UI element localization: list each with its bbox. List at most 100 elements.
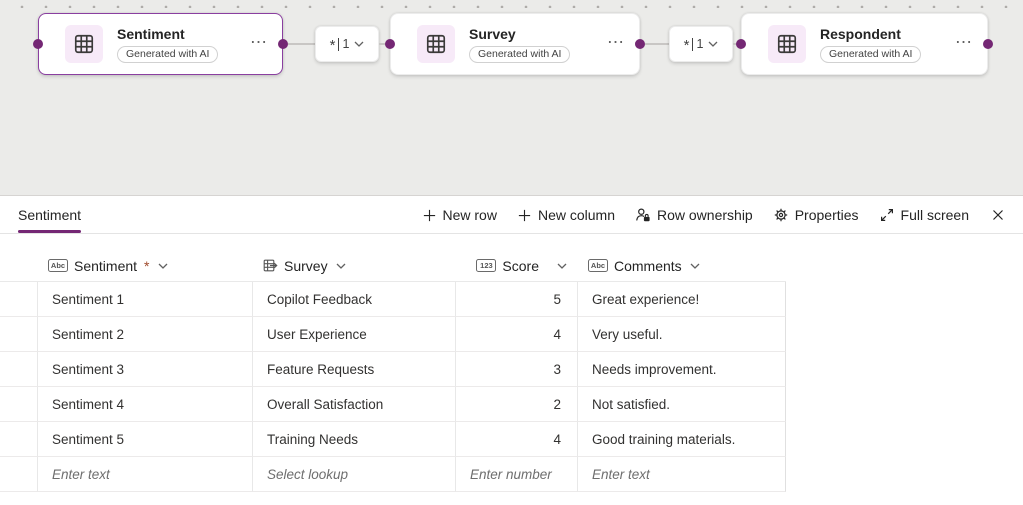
- number-column-icon: 123: [476, 259, 497, 272]
- cell-survey[interactable]: Overall Satisfaction: [252, 387, 455, 422]
- new-column-label: New column: [537, 207, 615, 223]
- connection-handle[interactable]: [736, 39, 746, 49]
- chevron-down-icon: [708, 41, 718, 47]
- cell-comments[interactable]: Not satisfied.: [577, 387, 786, 422]
- column-header-comments[interactable]: Abc Comments: [577, 250, 786, 282]
- entity-title: Survey: [469, 25, 516, 42]
- generated-with-ai-badge: Generated with AI: [820, 45, 922, 63]
- cell-survey[interactable]: User Experience: [252, 317, 455, 352]
- plus-icon: [423, 209, 435, 221]
- row-gutter[interactable]: [0, 387, 37, 422]
- cell-comments[interactable]: Great experience!: [577, 282, 786, 317]
- row-gutter[interactable]: [0, 282, 37, 317]
- cell-sentiment[interactable]: Sentiment 2: [37, 317, 252, 352]
- full-screen-icon: [880, 209, 893, 221]
- generated-with-ai-badge: Generated with AI: [469, 45, 571, 63]
- relationship-line: [379, 43, 390, 45]
- chevron-down-icon[interactable]: [557, 263, 567, 269]
- chevron-down-icon[interactable]: [336, 263, 346, 269]
- new-entry-number-input[interactable]: Enter number: [455, 457, 577, 492]
- person-lock-icon: [636, 208, 650, 222]
- relationship-line: [288, 43, 318, 45]
- cell-sentiment[interactable]: Sentiment 3: [37, 352, 252, 387]
- more-options-icon[interactable]: ⋯: [955, 32, 973, 52]
- column-label: Score: [502, 257, 539, 274]
- chevron-down-icon[interactable]: [690, 263, 700, 269]
- relationship-chip-sentiment-survey[interactable]: * 1: [315, 26, 379, 62]
- cell-score[interactable]: 4: [455, 317, 577, 352]
- table-icon: [65, 25, 103, 63]
- relationship-pipe: [692, 37, 694, 51]
- row-gutter[interactable]: [0, 457, 37, 492]
- cell-score[interactable]: 3: [455, 352, 577, 387]
- new-entry-text-input[interactable]: Enter text: [577, 457, 786, 492]
- new-entry-text-input[interactable]: Enter text: [37, 457, 252, 492]
- more-options-icon[interactable]: ⋯: [607, 32, 625, 52]
- cell-sentiment[interactable]: Sentiment 1: [37, 282, 252, 317]
- many-symbol: *: [329, 37, 336, 54]
- cell-survey[interactable]: Copilot Feedback: [252, 282, 455, 317]
- new-column-button[interactable]: New column: [507, 201, 625, 229]
- tab-sentiment[interactable]: Sentiment: [18, 197, 82, 233]
- connection-handle[interactable]: [385, 39, 395, 49]
- cell-sentiment[interactable]: Sentiment 5: [37, 422, 252, 457]
- panel-toolbar: New row New column Row ownership: [412, 197, 1023, 233]
- column-label: Comments: [614, 257, 682, 274]
- cell-survey[interactable]: Training Needs: [252, 422, 455, 457]
- entity-card-survey[interactable]: Survey Generated with AI ⋯: [390, 13, 640, 75]
- row-ownership-button[interactable]: Row ownership: [625, 201, 763, 229]
- row-gutter[interactable]: [0, 422, 37, 457]
- text-column-icon: Abc: [48, 259, 68, 272]
- cell-survey[interactable]: Feature Requests: [252, 352, 455, 387]
- more-options-icon[interactable]: ⋯: [250, 32, 268, 52]
- close-panel-button[interactable]: [983, 201, 1013, 229]
- properties-label: Properties: [794, 207, 859, 223]
- table-icon: [768, 25, 806, 63]
- cell-comments[interactable]: Needs improvement.: [577, 352, 786, 387]
- cell-score[interactable]: 4: [455, 422, 577, 457]
- cell-score[interactable]: 2: [455, 387, 577, 422]
- column-header-survey[interactable]: Survey: [252, 250, 455, 282]
- cell-comments[interactable]: Very useful.: [577, 317, 786, 352]
- column-label: Sentiment: [74, 257, 138, 274]
- row-gutter-header: [0, 250, 37, 282]
- connection-handle[interactable]: [983, 39, 993, 49]
- entity-card-respondent[interactable]: Respondent Generated with AI ⋯: [741, 13, 988, 75]
- properties-button[interactable]: Properties: [763, 201, 869, 229]
- required-marker: *: [144, 257, 150, 274]
- new-entry-lookup-input[interactable]: Select lookup: [252, 457, 455, 492]
- generated-with-ai-badge: Generated with AI: [117, 45, 219, 63]
- table-editor-panel: Sentiment New row New column Row o: [0, 197, 1023, 505]
- panel-header: Sentiment New row New column Row o: [0, 197, 1023, 234]
- table-icon: [417, 25, 455, 63]
- connection-handle[interactable]: [33, 39, 43, 49]
- column-label: Survey: [284, 257, 328, 274]
- chevron-down-icon[interactable]: [158, 263, 168, 269]
- entity-card-sentiment[interactable]: Sentiment Generated with AI ⋯: [38, 13, 283, 75]
- relationship-line: [645, 43, 669, 45]
- erd-canvas[interactable]: Sentiment Generated with AI ⋯ * 1 Survey…: [0, 0, 1023, 196]
- gear-icon: [774, 208, 787, 222]
- new-row-button[interactable]: New row: [412, 201, 507, 229]
- text-column-icon: Abc: [588, 259, 608, 272]
- connection-handle[interactable]: [635, 39, 645, 49]
- full-screen-button[interactable]: Full screen: [869, 201, 979, 229]
- many-symbol: *: [683, 37, 690, 54]
- close-icon: [993, 210, 1003, 220]
- cell-sentiment[interactable]: Sentiment 4: [37, 387, 252, 422]
- cell-score[interactable]: 5: [455, 282, 577, 317]
- data-grid: Abc Sentiment * Survey 123 Score Abc: [0, 250, 786, 492]
- row-gutter[interactable]: [0, 352, 37, 387]
- column-header-score[interactable]: 123 Score: [455, 250, 577, 282]
- connection-handle[interactable]: [278, 39, 288, 49]
- plus-icon: [518, 209, 531, 221]
- entity-title: Sentiment: [117, 25, 185, 42]
- relationship-chip-survey-respondent[interactable]: * 1: [669, 26, 733, 62]
- relationship-pipe: [338, 37, 340, 51]
- column-header-sentiment[interactable]: Abc Sentiment *: [37, 250, 252, 282]
- row-gutter[interactable]: [0, 317, 37, 352]
- new-row-label: New row: [442, 207, 497, 223]
- one-symbol: 1: [342, 37, 350, 51]
- cell-comments[interactable]: Good training materials.: [577, 422, 786, 457]
- row-ownership-label: Row ownership: [657, 207, 753, 223]
